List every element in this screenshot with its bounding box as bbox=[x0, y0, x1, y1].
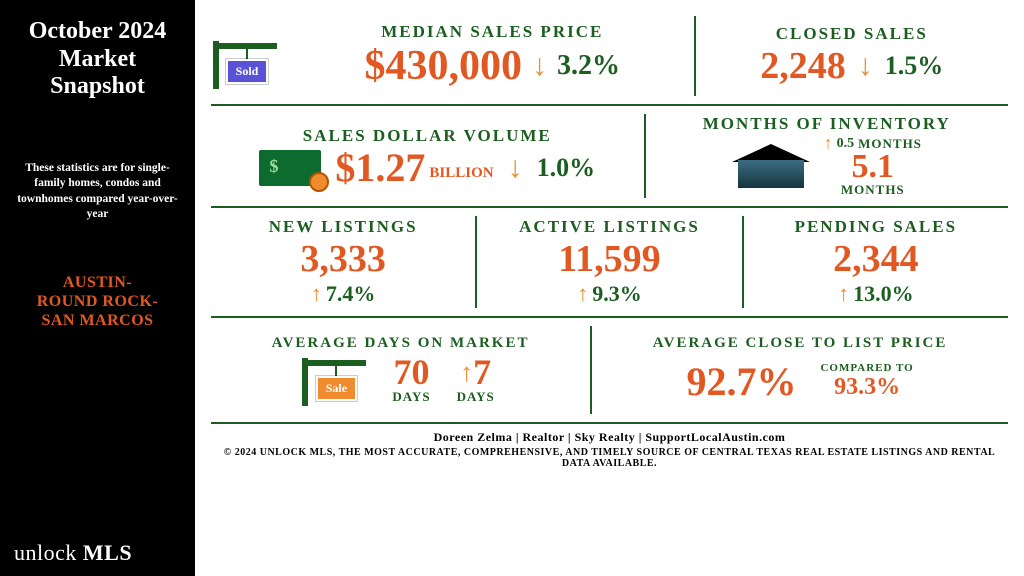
dom-change: 7 bbox=[473, 356, 491, 388]
footer: Doreen Zelma | Realtor | Sky Realty | Su… bbox=[211, 430, 1008, 469]
up-arrow-icon: ↑ bbox=[460, 365, 473, 381]
median-price-change: 3.2% bbox=[557, 50, 620, 82]
brand-prefix: unlock bbox=[14, 540, 77, 565]
closed-sales-value: 2,248 bbox=[760, 44, 846, 88]
up-arrow-icon: ↑ bbox=[311, 287, 322, 300]
new-listings-value: 3,333 bbox=[300, 237, 386, 281]
metric-pending-sales: PENDING SALES 2,344 ↑ 13.0% bbox=[744, 210, 1008, 314]
closed-sales-label: CLOSED SALES bbox=[776, 24, 928, 44]
ctl-compare-value: 93.3% bbox=[834, 374, 900, 401]
row-listings: NEW LISTINGS 3,333 ↑ 7.4% ACTIVE LISTING… bbox=[211, 210, 1008, 314]
metric-new-listings: NEW LISTINGS 3,333 ↑ 7.4% bbox=[211, 210, 475, 314]
dom-label: AVERAGE DAYS ON MARKET bbox=[272, 335, 530, 352]
sidebar-region: AUSTIN- ROUND ROCK- SAN MARCOS bbox=[14, 273, 181, 331]
house-icon bbox=[732, 146, 810, 188]
dollar-volume-unit: BILLION bbox=[429, 165, 493, 186]
metric-closed-sales: CLOSED SALES 2,248 ↓ 1.5% bbox=[696, 10, 1008, 102]
metric-close-to-list: AVERAGE CLOSE TO LIST PRICE 92.7% COMPAR… bbox=[592, 320, 1008, 420]
sold-sign: Sold bbox=[211, 10, 291, 102]
up-arrow-icon: ↑ bbox=[838, 287, 849, 300]
inventory-value: 5.1 bbox=[852, 152, 895, 183]
dollar-volume-change: 1.0% bbox=[537, 153, 596, 183]
footer-byline: Doreen Zelma | Realtor | Sky Realty | Su… bbox=[211, 430, 1008, 445]
up-arrow-icon: ↑ bbox=[824, 138, 833, 149]
pending-sales-change: 13.0% bbox=[853, 281, 914, 307]
dom-unit: DAYS bbox=[392, 389, 430, 405]
dom-value: 70 bbox=[393, 356, 429, 388]
sidebar-note: These statistics are for single-family h… bbox=[14, 161, 181, 223]
active-listings-value: 11,599 bbox=[558, 237, 660, 281]
footer-copyright: © 2024 UNLOCK MLS, THE MOST ACCURATE, CO… bbox=[211, 447, 1008, 469]
row-top: Sold MEDIAN SALES PRICE $430,000 ↓ 3.2% … bbox=[211, 10, 1008, 102]
inventory-label: MONTHS OF INVENTORY bbox=[703, 114, 951, 134]
new-listings-change: 7.4% bbox=[326, 281, 376, 307]
up-arrow-icon: ↑ bbox=[577, 287, 588, 300]
dom-change-unit: DAYS bbox=[457, 389, 495, 405]
dollar-volume-value: $1.27 bbox=[335, 150, 425, 186]
down-arrow-icon: ↓ bbox=[532, 57, 547, 75]
closed-sales-change: 1.5% bbox=[885, 51, 944, 81]
main-grid: Sold MEDIAN SALES PRICE $430,000 ↓ 3.2% … bbox=[195, 0, 1024, 576]
ctl-value: 92.7% bbox=[686, 358, 796, 405]
median-price-label: MEDIAN SALES PRICE bbox=[381, 22, 603, 42]
inventory-unit: MONTHS bbox=[841, 182, 905, 198]
brand-suffix: MLS bbox=[83, 540, 132, 565]
pending-sales-label: PENDING SALES bbox=[795, 217, 958, 237]
sale-badge: Sale bbox=[316, 376, 357, 401]
sold-badge: Sold bbox=[226, 59, 269, 84]
ctl-label: AVERAGE CLOSE TO LIST PRICE bbox=[653, 335, 948, 352]
row-volume-inventory: SALES DOLLAR VOLUME $1.27 BILLION ↓ 1.0%… bbox=[211, 108, 1008, 204]
pending-sales-value: 2,344 bbox=[833, 237, 919, 281]
sidebar: October 2024 Market Snapshot These stati… bbox=[0, 0, 195, 576]
metric-median-price: MEDIAN SALES PRICE $430,000 ↓ 3.2% bbox=[291, 10, 694, 102]
brand-logo: unlock MLS bbox=[14, 540, 181, 566]
active-listings-label: ACTIVE LISTINGS bbox=[519, 217, 700, 237]
metric-dollar-volume: SALES DOLLAR VOLUME $1.27 BILLION ↓ 1.0% bbox=[211, 108, 644, 204]
metric-days-on-market: AVERAGE DAYS ON MARKET Sale 70 DAYS bbox=[211, 320, 590, 420]
row-bottom: AVERAGE DAYS ON MARKET Sale 70 DAYS bbox=[211, 320, 1008, 420]
down-arrow-icon: ↓ bbox=[858, 57, 873, 75]
metric-active-listings: ACTIVE LISTINGS 11,599 ↑ 9.3% bbox=[477, 210, 741, 314]
down-arrow-icon: ↓ bbox=[508, 159, 523, 177]
new-listings-label: NEW LISTINGS bbox=[269, 217, 418, 237]
dollar-volume-label: SALES DOLLAR VOLUME bbox=[303, 126, 552, 146]
median-price-value: $430,000 bbox=[365, 42, 523, 90]
infographic: October 2024 Market Snapshot These stati… bbox=[0, 0, 1024, 576]
metric-inventory: MONTHS OF INVENTORY ↑ 0.5 MONTHS 5.1 MON… bbox=[646, 108, 1008, 204]
money-icon bbox=[259, 150, 321, 186]
active-listings-change: 9.3% bbox=[592, 281, 642, 307]
sale-sign: Sale bbox=[306, 360, 366, 401]
ctl-compare-label: COMPARED TO bbox=[820, 362, 913, 374]
sidebar-title: October 2024 Market Snapshot bbox=[14, 18, 181, 101]
